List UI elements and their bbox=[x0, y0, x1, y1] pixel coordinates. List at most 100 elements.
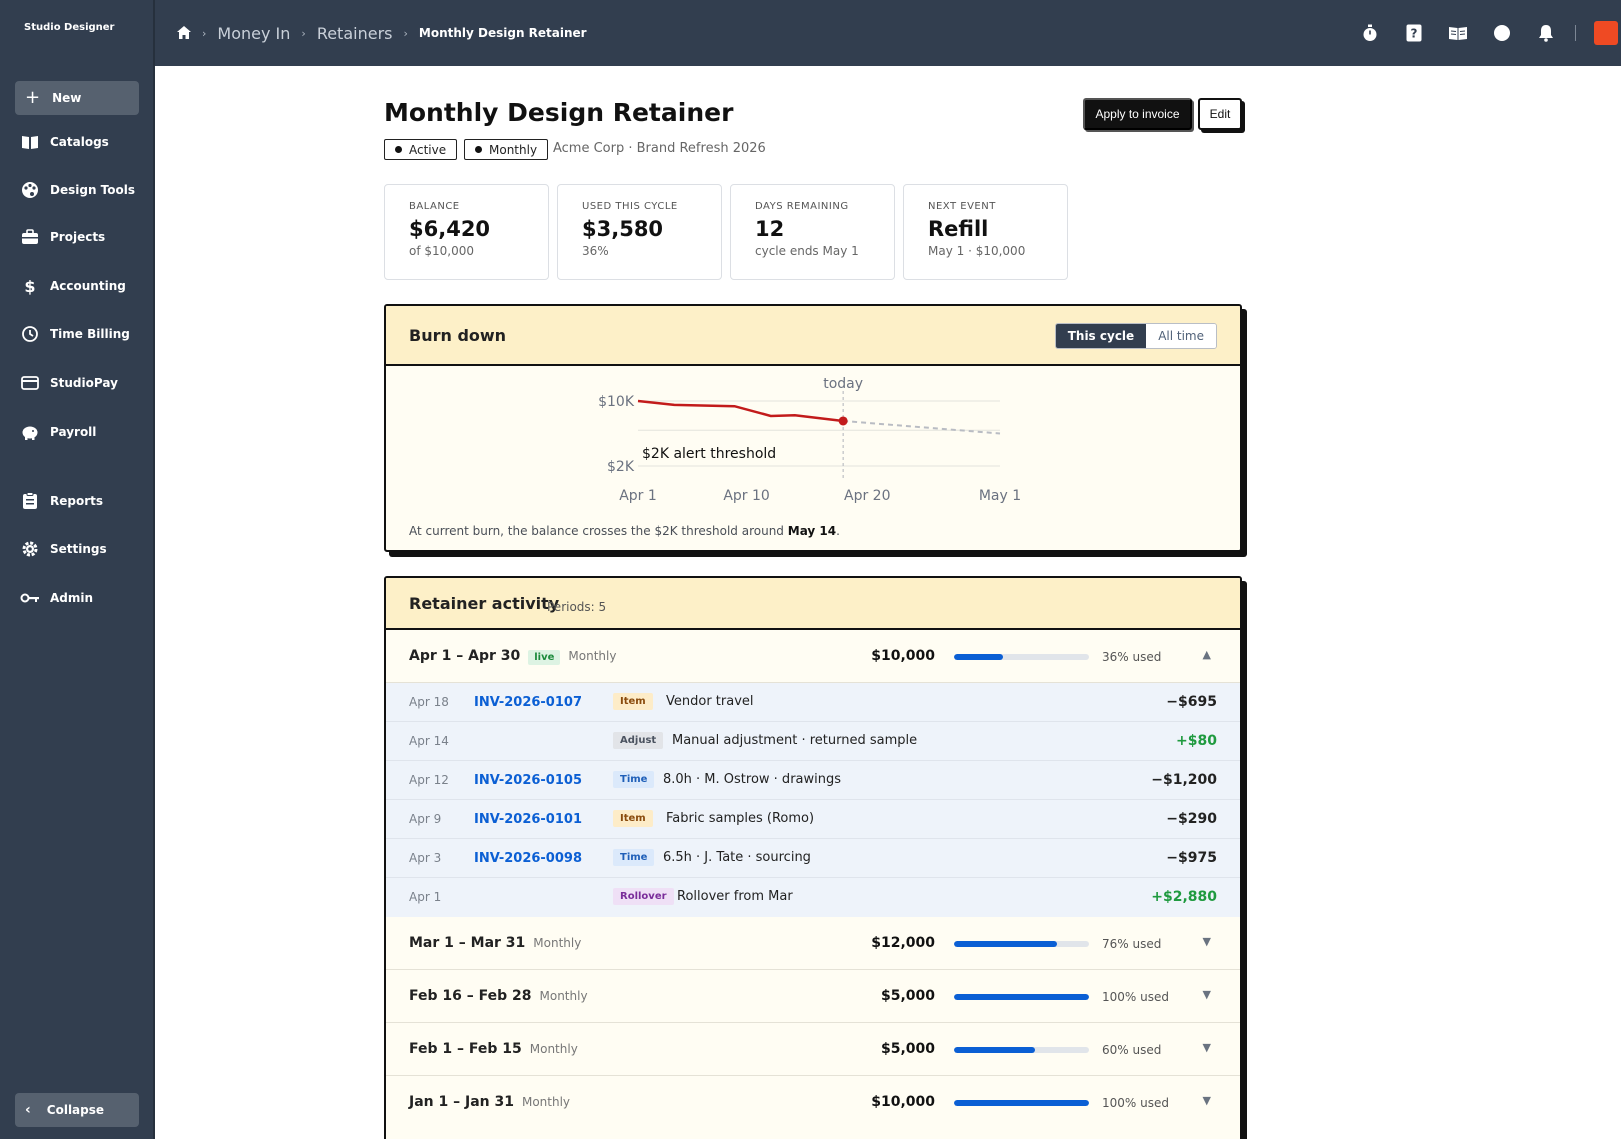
help-icon[interactable]: ? bbox=[1403, 22, 1425, 44]
period-range: Feb 16 – Feb 28 Monthly bbox=[409, 988, 588, 1004]
period-amount: $5,000 bbox=[880, 1041, 935, 1057]
period-amount: $12,000 bbox=[871, 935, 935, 951]
toggle-all-time[interactable]: All time bbox=[1146, 324, 1216, 348]
sidebar-item-reports[interactable]: Reports bbox=[20, 491, 103, 511]
key-icon bbox=[20, 588, 40, 608]
palette-icon bbox=[20, 180, 40, 200]
periods-count: Periods: 5 bbox=[547, 600, 607, 614]
period-used: 100% used bbox=[1102, 1096, 1169, 1110]
expand-triangle-icon[interactable]: ▼ bbox=[1202, 988, 1211, 1001]
sidebar-item-label: StudioPay bbox=[50, 376, 118, 390]
entry-tag: Rollover bbox=[613, 888, 674, 905]
period-range-text: Mar 1 – Mar 31 bbox=[409, 935, 526, 951]
entry-description: Vendor travel bbox=[666, 694, 754, 709]
invoice-link[interactable]: INV-2026-0105 bbox=[474, 773, 582, 788]
top-icons: ? bbox=[1337, 0, 1621, 66]
entry-tag: Item bbox=[613, 810, 653, 827]
avatar[interactable] bbox=[1594, 21, 1618, 45]
apply-to-invoice-button[interactable]: Apply to invoice bbox=[1083, 98, 1192, 130]
period-range: Mar 1 – Mar 31 Monthly bbox=[409, 935, 581, 951]
sidebar-item-design-tools[interactable]: Design Tools bbox=[20, 180, 135, 200]
expand-triangle-icon[interactable]: ▼ bbox=[1202, 1094, 1211, 1107]
sidebar-item-projects[interactable]: Projects bbox=[20, 227, 105, 247]
brand-logo[interactable]: Studio Designer bbox=[24, 22, 115, 33]
period-row[interactable]: Feb 16 – Feb 28 Monthly $5,000 100% used … bbox=[386, 970, 1240, 1023]
entry-tag: Adjust bbox=[613, 732, 664, 749]
period-used: 76% used bbox=[1102, 937, 1162, 951]
piggy-bank-icon bbox=[20, 422, 40, 442]
book-icon bbox=[20, 132, 40, 152]
sidebar-item-label: Payroll bbox=[50, 425, 97, 439]
sidebar-item-label: Time Billing bbox=[50, 327, 130, 341]
toggle-this-cycle[interactable]: This cycle bbox=[1055, 324, 1147, 348]
sidebar-item-payroll[interactable]: Payroll bbox=[20, 422, 96, 442]
period-range: Jan 1 – Jan 31 Monthly bbox=[409, 1094, 570, 1110]
usage-bar-fill bbox=[954, 1047, 1035, 1053]
breadcrumb-separator: › bbox=[403, 26, 408, 40]
open-book-icon[interactable] bbox=[1447, 22, 1469, 44]
collapse-triangle-icon[interactable]: ▲ bbox=[1202, 648, 1211, 661]
expand-triangle-icon[interactable]: ▼ bbox=[1202, 1041, 1211, 1054]
stopwatch-icon[interactable] bbox=[1359, 22, 1381, 44]
clock-icon bbox=[20, 324, 40, 344]
chevron-left-icon: ‹ bbox=[25, 1102, 31, 1118]
live-badge: live bbox=[528, 650, 561, 665]
sidebar-item-label: Reports bbox=[50, 494, 104, 508]
page-title: Monthly Design Retainer bbox=[384, 98, 734, 127]
burn-down-title: Burn down bbox=[409, 326, 507, 345]
breadcrumb-current: Monthly Design Retainer bbox=[418, 26, 587, 40]
invoice-link[interactable]: INV-2026-0098 bbox=[474, 851, 582, 866]
burn-note: At current burn, the balance crosses the… bbox=[409, 524, 840, 538]
period-row[interactable]: Mar 1 – Mar 31 Monthly $12,000 76% used ▼ bbox=[386, 917, 1240, 970]
sidebar-item-time-billing[interactable]: Time Billing bbox=[20, 324, 130, 344]
entry-date: Apr 1 bbox=[409, 890, 442, 904]
breadcrumb-money-in[interactable]: Money In bbox=[217, 23, 291, 43]
entry-tag: Time bbox=[613, 849, 655, 866]
sidebar-item-catalogs[interactable]: Catalogs bbox=[20, 132, 109, 152]
burn-down-header: Burn down This cycle All time bbox=[386, 306, 1240, 366]
edit-button[interactable]: Edit bbox=[1198, 98, 1242, 130]
period-row[interactable]: Feb 1 – Feb 15 Monthly $5,000 60% used ▼ bbox=[386, 1023, 1240, 1076]
usage-bar bbox=[954, 1100, 1089, 1106]
collapse-button[interactable]: ‹ Collapse bbox=[15, 1093, 139, 1127]
invoice-link[interactable]: INV-2026-0101 bbox=[474, 812, 582, 827]
dot-icon bbox=[395, 146, 402, 153]
stat-sub: of $10,000 bbox=[409, 244, 475, 258]
sidebar-item-admin[interactable]: Admin bbox=[20, 588, 93, 608]
sidebar-item-label: Design Tools bbox=[50, 183, 136, 197]
balance-line bbox=[637, 399, 844, 423]
burn-note-date: May 14 bbox=[787, 524, 837, 538]
sidebar-item-settings[interactable]: Settings bbox=[20, 539, 107, 559]
sidebar-item-studiopay[interactable]: StudioPay bbox=[20, 373, 118, 393]
entry-tag: Item bbox=[613, 693, 653, 710]
y-tick-label: $10K bbox=[598, 394, 635, 410]
entry-amount: −$695 bbox=[1166, 694, 1217, 710]
home-icon[interactable] bbox=[177, 24, 191, 43]
breadcrumb-retainers[interactable]: Retainers bbox=[316, 23, 393, 43]
stat-value: 12 bbox=[755, 217, 785, 241]
collapse-label: Collapse bbox=[46, 1103, 105, 1117]
period-frequency: Monthly bbox=[539, 989, 588, 1003]
new-button[interactable]: + New bbox=[15, 81, 139, 115]
sidebar-item-accounting[interactable]: $ Accounting bbox=[20, 276, 125, 296]
period-row[interactable]: Jan 1 – Jan 31 Monthly $10,000 100% used … bbox=[386, 1076, 1240, 1129]
entry-row: Apr 9 INV-2026-0101 Item Fabric samples … bbox=[386, 800, 1240, 839]
entry-tag: Time bbox=[613, 771, 655, 788]
usage-bar bbox=[954, 654, 1089, 660]
period-row[interactable]: Apr 1 – Apr 30 live Monthly $10,000 36% us… bbox=[386, 630, 1240, 683]
stat-label: BALANCE bbox=[409, 201, 460, 212]
status-label: Active bbox=[409, 142, 447, 157]
invoice-link[interactable]: INV-2026-0107 bbox=[474, 695, 582, 710]
period-used: 60% used bbox=[1102, 1043, 1162, 1057]
x-tick-label: Apr 1 bbox=[619, 488, 657, 504]
bell-icon[interactable] bbox=[1535, 22, 1557, 44]
entry-row: Apr 12 INV-2026-0105 Time 8.0h · M. Ostr… bbox=[386, 761, 1240, 800]
briefcase-icon bbox=[20, 227, 40, 247]
gear-icon bbox=[20, 539, 40, 559]
expand-triangle-icon[interactable]: ▼ bbox=[1202, 935, 1211, 948]
stat-value: $6,420 bbox=[409, 217, 491, 241]
status-circle-icon[interactable] bbox=[1491, 22, 1513, 44]
stat-sub: 36% bbox=[582, 244, 609, 258]
dot-icon bbox=[475, 146, 482, 153]
threshold-label: $2K alert threshold bbox=[642, 446, 776, 462]
